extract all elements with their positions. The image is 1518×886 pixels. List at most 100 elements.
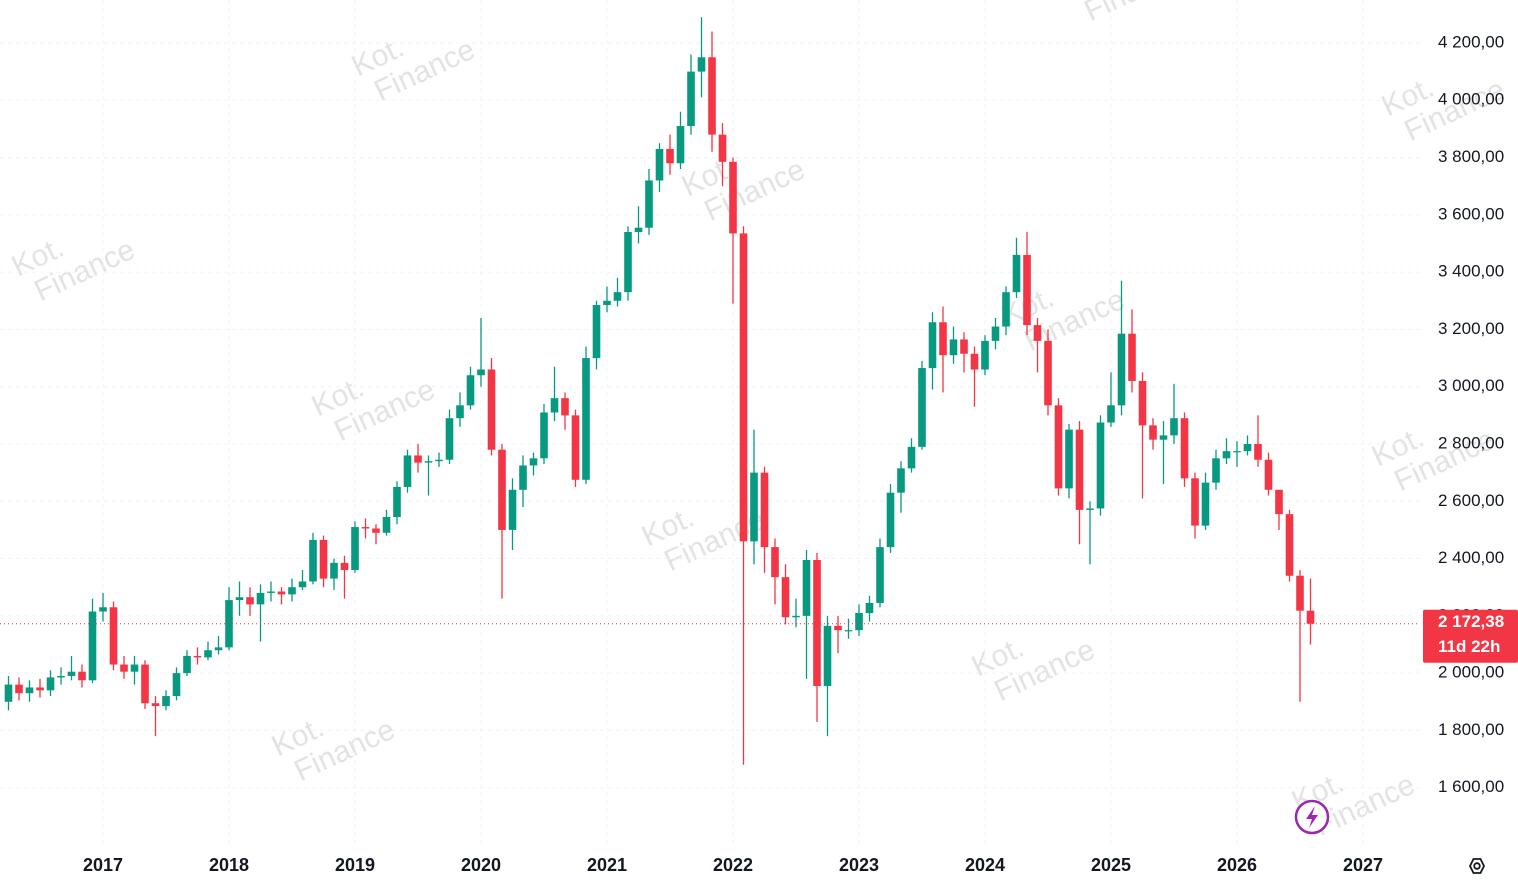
candle-body — [771, 547, 779, 578]
candle-body — [760, 472, 769, 548]
candle-body — [1243, 443, 1252, 452]
candle-body — [939, 322, 947, 356]
candle-body — [67, 671, 76, 676]
candle-body — [4, 684, 13, 702]
candle-body — [162, 696, 170, 707]
candle-body — [151, 703, 160, 707]
candle-body — [655, 148, 664, 181]
candle-body — [172, 673, 181, 697]
candle-body — [1054, 405, 1063, 489]
candle-body — [687, 71, 695, 127]
candle-body — [214, 647, 223, 651]
axes: 1 600,001 800,002 000,002 200,002 400,00… — [83, 32, 1518, 875]
candle-body — [298, 581, 307, 588]
candle-body — [277, 591, 286, 595]
candle-body — [309, 539, 317, 582]
candle-body — [456, 405, 464, 419]
candle-body — [781, 577, 790, 618]
candle-body — [25, 687, 34, 694]
candle-body — [330, 562, 338, 579]
candle-body — [739, 233, 748, 542]
candle-body — [645, 180, 653, 228]
candle-body — [1012, 254, 1021, 293]
candle-body — [519, 465, 527, 490]
flash-icon[interactable] — [1294, 799, 1330, 835]
candle-body — [1180, 418, 1189, 479]
candle-body — [1170, 418, 1178, 436]
candle-body — [1275, 489, 1283, 515]
candle-body — [120, 664, 128, 672]
candle-body — [372, 528, 380, 533]
candle-body — [1096, 422, 1105, 509]
watermark: Kot.Finance — [677, 151, 810, 228]
y-tick-label: 2 400,00 — [1438, 548, 1504, 567]
candles — [0, 17, 1420, 765]
candle-body — [183, 655, 191, 674]
candle-body — [666, 148, 674, 164]
watermark: Kot.Finance — [967, 631, 1100, 708]
candle-body — [78, 671, 86, 681]
candle-body — [1033, 325, 1042, 341]
candle-body — [424, 461, 433, 463]
candle-body — [561, 398, 569, 416]
candle-body — [445, 418, 454, 460]
y-tick-label: 3 400,00 — [1438, 262, 1504, 281]
y-tick-label: 3 800,00 — [1438, 147, 1504, 166]
candle-body — [109, 607, 118, 665]
candle-body — [1044, 340, 1052, 406]
candle-body — [319, 539, 328, 579]
candle-body — [246, 597, 254, 605]
candle-body — [46, 677, 55, 691]
candle-body — [1159, 435, 1168, 440]
candle-body — [750, 472, 758, 542]
candle-body — [403, 455, 412, 487]
candle-body — [960, 339, 968, 354]
y-tick-label: 3 600,00 — [1438, 204, 1504, 223]
y-tick-label: 2 600,00 — [1438, 491, 1504, 510]
candle-body — [57, 676, 65, 678]
candle-body — [88, 611, 97, 681]
candle-body — [508, 489, 517, 530]
candle-body — [351, 527, 359, 571]
candle-body — [256, 592, 265, 605]
last-price-box — [1423, 609, 1518, 663]
watermark: Kot.Finance — [347, 31, 480, 108]
x-tick-label: 2026 — [1217, 855, 1257, 875]
candle-body — [1264, 459, 1273, 490]
candle-body — [802, 559, 811, 616]
candle-body — [130, 664, 139, 672]
candle-body — [498, 449, 506, 530]
candle-body — [981, 340, 989, 370]
y-tick-label: 2 000,00 — [1438, 663, 1504, 682]
candle-body — [928, 322, 937, 369]
candle-body — [718, 134, 727, 162]
x-tick-label: 2020 — [461, 855, 501, 875]
candle-body — [550, 398, 559, 413]
candle-body — [1086, 508, 1094, 510]
candle-body — [1138, 380, 1147, 426]
candle-body — [603, 300, 611, 306]
x-tick-label: 2021 — [587, 855, 627, 875]
candle-body — [970, 353, 979, 370]
settings-icon[interactable] — [1468, 858, 1486, 874]
candle-body — [193, 655, 202, 658]
candle-body — [823, 625, 832, 687]
watermark: Kot.Finance — [637, 501, 770, 578]
candle-body — [571, 415, 580, 480]
candle-body — [36, 687, 44, 691]
candle-body — [1107, 405, 1115, 423]
candle-body — [1023, 254, 1031, 326]
watermark: Kot.Finance — [267, 711, 400, 788]
x-tick-label: 2019 — [335, 855, 375, 875]
candle-body — [477, 369, 485, 376]
candle-body — [897, 468, 905, 493]
candle-body — [792, 615, 800, 618]
candle-body — [624, 232, 632, 293]
countdown: 11d 22h — [1438, 637, 1500, 656]
y-tick-label: 2 800,00 — [1438, 433, 1504, 452]
y-tick-label: 4 200,00 — [1438, 32, 1504, 51]
candle-body — [1065, 429, 1073, 489]
y-tick-label: 3 200,00 — [1438, 319, 1504, 338]
x-tick-label: 2017 — [83, 855, 123, 875]
candle-body — [267, 591, 275, 593]
